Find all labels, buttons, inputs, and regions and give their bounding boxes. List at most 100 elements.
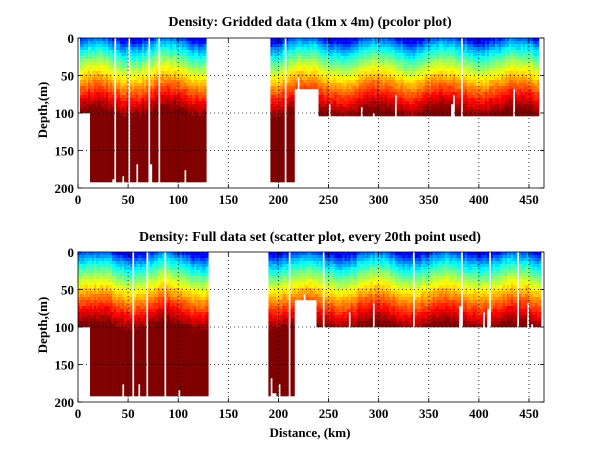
density-cell	[152, 53, 155, 57]
density-cell	[152, 44, 155, 48]
density-cell	[126, 38, 129, 42]
density-cell	[86, 110, 89, 114]
density-cell	[292, 173, 295, 177]
density-cell	[288, 140, 291, 144]
density-cell	[362, 47, 365, 51]
density-cell	[414, 89, 418, 93]
density-cell	[182, 122, 185, 126]
density-cell	[186, 113, 189, 117]
density-cell	[350, 77, 353, 81]
density-cell	[202, 173, 205, 177]
density-cell	[108, 155, 111, 159]
density-cell	[138, 113, 141, 117]
density-cell	[432, 77, 436, 81]
density-cell	[80, 71, 83, 75]
density-cell	[180, 173, 183, 177]
density-cell	[290, 173, 293, 177]
density-cell	[422, 59, 426, 63]
density-cell	[352, 41, 355, 45]
density-cell	[344, 74, 347, 78]
density-cell	[160, 143, 163, 147]
density-cell	[166, 128, 169, 132]
density-cell	[118, 140, 121, 144]
density-cell	[394, 71, 397, 75]
density-cell	[366, 98, 369, 102]
density-cell	[434, 74, 438, 78]
density-cell	[172, 86, 175, 90]
density-cell	[168, 149, 171, 153]
density-cell	[96, 170, 99, 174]
density-cell	[346, 50, 349, 54]
density-cell	[164, 146, 167, 150]
density-cell	[112, 56, 115, 60]
density-cell	[192, 83, 195, 87]
density-cell	[90, 92, 93, 96]
density-cell	[342, 110, 345, 114]
density-cell	[378, 113, 381, 117]
density-cell	[136, 155, 139, 159]
density-cell	[126, 92, 129, 96]
density-cell	[332, 53, 335, 57]
density-cell	[332, 74, 335, 78]
density-cell	[106, 110, 109, 114]
density-cell	[315, 38, 318, 42]
density-cell	[94, 137, 97, 141]
density-cell	[96, 158, 99, 162]
density-cell	[184, 71, 187, 75]
density-cell	[146, 113, 149, 117]
density-cell	[286, 44, 289, 48]
density-cell	[176, 140, 179, 144]
density-cell	[106, 131, 109, 135]
density-cell	[144, 116, 147, 120]
density-cell	[124, 170, 127, 174]
density-cell	[160, 164, 163, 168]
density-cell	[299, 71, 302, 75]
density-cell	[394, 77, 397, 81]
density-cell	[293, 44, 296, 48]
density-cell	[132, 137, 135, 141]
density-cell	[378, 77, 381, 81]
density-cell	[418, 83, 422, 87]
density-cell	[320, 92, 323, 96]
density-cell	[272, 80, 275, 84]
density-cell	[94, 179, 97, 183]
density-cell	[200, 65, 203, 69]
density-cell	[194, 53, 197, 57]
density-cell	[154, 167, 157, 171]
density-cell	[90, 38, 93, 42]
density-cell	[276, 101, 279, 105]
density-cell	[192, 164, 195, 168]
density-cell	[176, 44, 179, 48]
density-cell	[142, 83, 145, 87]
density-cell	[98, 41, 101, 45]
density-cell	[86, 50, 89, 54]
density-cell	[282, 143, 285, 147]
density-cell	[358, 53, 361, 57]
density-cell	[416, 65, 420, 69]
density-cell	[130, 104, 133, 108]
density-cell	[307, 50, 310, 54]
density-cell	[360, 104, 363, 108]
density-cell	[412, 89, 416, 93]
density-cell	[122, 110, 125, 114]
density-cell	[322, 86, 325, 90]
density-cell	[136, 107, 139, 111]
density-cell	[414, 71, 418, 75]
density-cell	[282, 38, 285, 42]
density-cell	[142, 152, 145, 156]
density-cell	[384, 47, 387, 51]
density-cell	[144, 167, 147, 171]
density-cell	[305, 56, 308, 60]
density-cell	[162, 146, 165, 150]
density-cell	[138, 137, 141, 141]
density-cell	[138, 95, 141, 99]
density-cell	[154, 119, 157, 123]
density-cell	[176, 170, 179, 174]
density-cell	[176, 146, 179, 150]
density-cell	[278, 83, 281, 87]
density-cell	[334, 44, 337, 48]
density-cell	[313, 59, 316, 63]
density-cell	[154, 113, 157, 117]
density-cell	[282, 164, 285, 168]
density-cell	[144, 134, 147, 138]
